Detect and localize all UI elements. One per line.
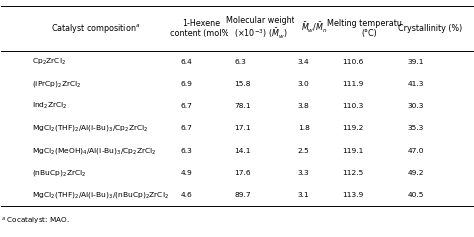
Text: $^a$ Cocatalyst: MAO.: $^a$ Cocatalyst: MAO. <box>1 216 71 227</box>
